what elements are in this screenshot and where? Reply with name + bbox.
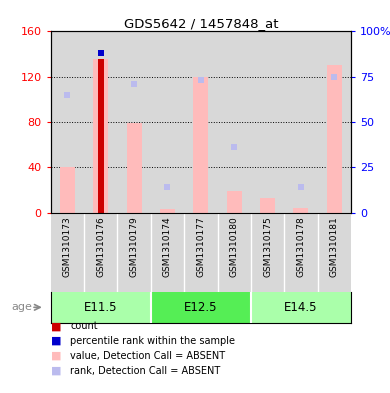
Bar bbox=[84, 31, 117, 213]
Bar bbox=[98, 59, 104, 213]
Text: GSM1310177: GSM1310177 bbox=[196, 217, 206, 277]
Bar bbox=[151, 31, 184, 213]
Bar bbox=[160, 209, 175, 213]
Bar bbox=[284, 31, 317, 213]
Text: GSM1310174: GSM1310174 bbox=[163, 217, 172, 277]
Text: count: count bbox=[70, 321, 98, 331]
Bar bbox=[284, 213, 317, 292]
Text: percentile rank within the sample: percentile rank within the sample bbox=[70, 336, 235, 346]
Bar bbox=[193, 77, 208, 213]
Bar bbox=[184, 213, 218, 292]
Text: GSM1310178: GSM1310178 bbox=[296, 217, 305, 277]
Bar bbox=[51, 213, 84, 292]
Text: ■: ■ bbox=[51, 366, 61, 376]
Bar bbox=[117, 213, 151, 292]
Bar bbox=[51, 31, 84, 213]
Bar bbox=[218, 213, 251, 292]
Bar bbox=[184, 31, 218, 213]
Bar bbox=[151, 213, 184, 292]
Text: E11.5: E11.5 bbox=[84, 301, 117, 314]
Text: GSM1310175: GSM1310175 bbox=[263, 217, 272, 277]
Text: rank, Detection Call = ABSENT: rank, Detection Call = ABSENT bbox=[70, 366, 220, 376]
Text: ■: ■ bbox=[51, 336, 61, 346]
Bar bbox=[93, 59, 108, 213]
Bar bbox=[151, 292, 251, 323]
Text: GSM1310179: GSM1310179 bbox=[129, 217, 138, 277]
Text: GSM1310181: GSM1310181 bbox=[330, 217, 339, 277]
Bar bbox=[260, 198, 275, 213]
Bar bbox=[251, 31, 284, 213]
Text: ■: ■ bbox=[51, 321, 61, 331]
Bar bbox=[127, 123, 142, 213]
Text: age: age bbox=[12, 302, 33, 312]
Bar bbox=[251, 213, 284, 292]
Title: GDS5642 / 1457848_at: GDS5642 / 1457848_at bbox=[124, 17, 278, 30]
Bar bbox=[84, 213, 117, 292]
Bar bbox=[227, 191, 242, 213]
Bar bbox=[293, 208, 308, 213]
Bar bbox=[251, 292, 351, 323]
Bar bbox=[51, 292, 151, 323]
Bar bbox=[327, 65, 342, 213]
Text: ■: ■ bbox=[51, 351, 61, 361]
Bar bbox=[117, 31, 151, 213]
Text: value, Detection Call = ABSENT: value, Detection Call = ABSENT bbox=[70, 351, 225, 361]
Text: GSM1310173: GSM1310173 bbox=[63, 217, 72, 277]
Text: E12.5: E12.5 bbox=[184, 301, 218, 314]
Bar bbox=[317, 31, 351, 213]
Text: GSM1310180: GSM1310180 bbox=[230, 217, 239, 277]
Bar bbox=[317, 213, 351, 292]
Text: GSM1310176: GSM1310176 bbox=[96, 217, 105, 277]
Text: E14.5: E14.5 bbox=[284, 301, 318, 314]
Bar bbox=[218, 31, 251, 213]
Bar bbox=[60, 167, 75, 213]
